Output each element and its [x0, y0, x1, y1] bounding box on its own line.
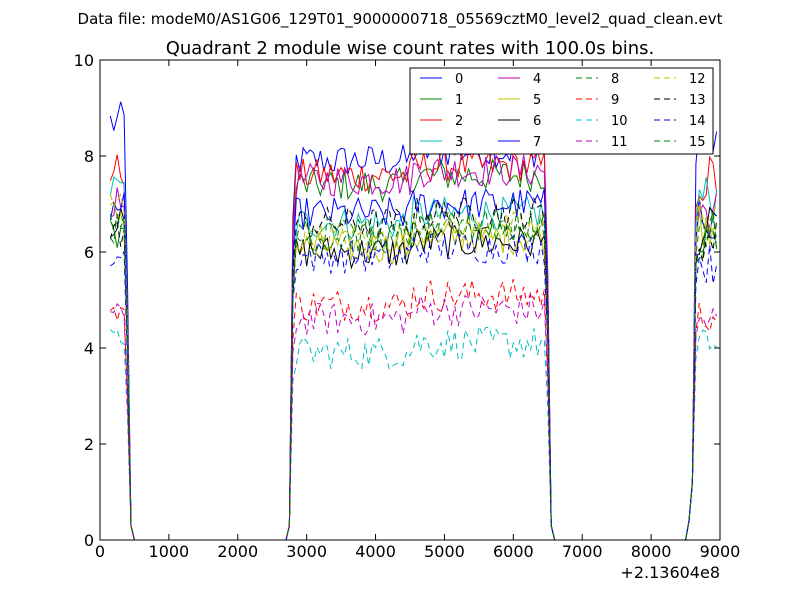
axis-ticks: 0 1000 2000 3000 4000 5000 6000 7000 8000 9000 0 2 4…: [74, 51, 741, 561]
x-axis-offset-label: +2.13604e8: [620, 563, 720, 582]
series-line-5: [109, 200, 717, 541]
series-line-8: [109, 206, 718, 541]
chart-title: Quadrant 2 module wise count rates with …: [166, 38, 655, 59]
legend-label-9: 9: [611, 93, 619, 108]
x-tick-label: 6000: [493, 542, 534, 561]
legend-label-0: 0: [455, 72, 463, 87]
x-tick-label: 8000: [631, 542, 672, 561]
legend-label-2: 2: [455, 114, 463, 129]
series-line-9: [109, 278, 718, 541]
y-tick-label: 2: [84, 435, 94, 454]
legend-label-11: 11: [611, 135, 628, 150]
x-tick-label: 2000: [217, 542, 258, 561]
axes-frame: [99, 59, 721, 541]
legend-label-8: 8: [611, 72, 619, 87]
x-tick-label: 9000: [700, 542, 741, 561]
legend-label-1: 1: [455, 93, 463, 108]
y-tick-label: 6: [84, 243, 94, 262]
legend-label-10: 10: [611, 114, 628, 129]
y-tick-label: 8: [84, 147, 94, 166]
legend-label-4: 4: [533, 72, 541, 87]
series-line-2: [109, 147, 718, 541]
series-line-10: [109, 324, 717, 541]
legend-label-12: 12: [689, 72, 706, 87]
plot-area: [109, 101, 718, 541]
series-line-12: [109, 193, 718, 541]
y-tick-label: 10: [74, 51, 94, 70]
legend-label-13: 13: [689, 93, 706, 108]
x-tick-label: 4000: [355, 542, 396, 561]
x-tick-label: 3000: [286, 542, 327, 561]
legend-label-3: 3: [455, 135, 463, 150]
series-line-14: [110, 232, 718, 541]
legend-label-15: 15: [689, 135, 706, 150]
series-line-13: [109, 196, 718, 541]
series-line-3: [109, 176, 718, 541]
x-tick-label: 1000: [149, 542, 190, 561]
legend-box: [409, 67, 714, 155]
series-line-15: [109, 210, 718, 541]
series-line-11: [110, 293, 718, 541]
x-tick-label: 5000: [424, 542, 465, 561]
data-file-suptitle: Data file: modeM0/AS1G06_129T01_90000007…: [78, 10, 723, 29]
legend-label-5: 5: [533, 93, 541, 108]
y-tick-label: 4: [84, 339, 94, 358]
series-line-6: [110, 206, 717, 541]
legend-label-6: 6: [533, 114, 541, 129]
legend-label-14: 14: [689, 114, 706, 129]
y-tick-label: 0: [84, 531, 94, 550]
x-tick-label: 0: [95, 542, 105, 561]
x-tick-label: 7000: [562, 542, 603, 561]
legend-label-7: 7: [533, 135, 541, 150]
